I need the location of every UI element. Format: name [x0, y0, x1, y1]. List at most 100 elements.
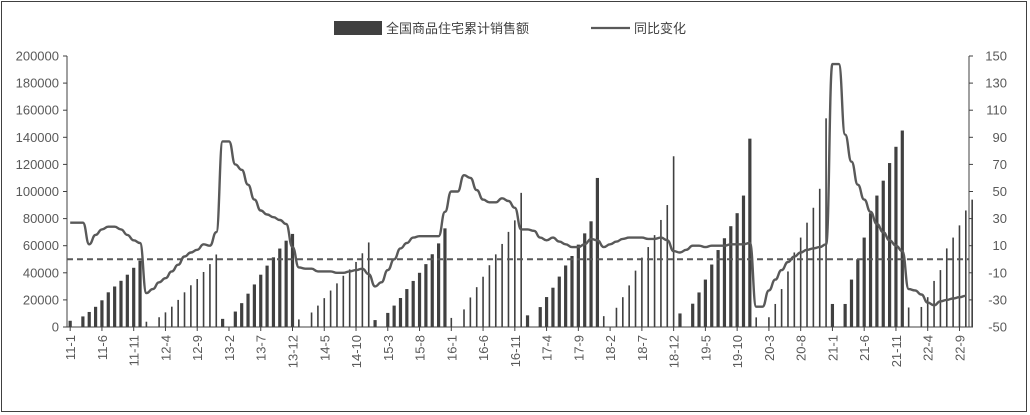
- bar: [933, 280, 935, 327]
- x-tick-label: 21-11: [889, 335, 904, 367]
- bar: [589, 221, 593, 327]
- bar: [666, 205, 669, 327]
- bar: [336, 283, 338, 327]
- bar: [818, 188, 821, 327]
- y-right-tick-label: 90: [993, 130, 1007, 145]
- bar: [525, 315, 530, 327]
- bar: [392, 305, 396, 327]
- bar: [660, 219, 662, 327]
- x-tick-label: 14-5: [317, 335, 332, 361]
- bar: [278, 248, 282, 327]
- x-tick-label: 12-9: [190, 335, 205, 361]
- bar: [697, 292, 701, 327]
- bar: [939, 270, 942, 327]
- bar: [907, 307, 910, 327]
- bar: [722, 238, 727, 327]
- bar: [881, 180, 885, 327]
- bar: [361, 253, 364, 327]
- bar: [106, 292, 110, 327]
- bar: [323, 298, 326, 327]
- bar: [716, 250, 720, 327]
- bar: [209, 264, 211, 327]
- bar: [177, 299, 179, 327]
- x-tick-label: 11-6: [95, 335, 110, 360]
- y-axis-right: -50 -30 -10 10 30 50 70 90 110 130 150: [969, 49, 1007, 335]
- bar: [68, 320, 72, 327]
- y-right-tick-label: -10: [988, 265, 1007, 280]
- y-left-tick-label: 20000: [23, 292, 59, 307]
- y-left-tick-label: 160000: [16, 103, 59, 118]
- bar: [196, 279, 199, 327]
- x-tick-label: 19-10: [730, 335, 745, 368]
- x-tick-label: 22-9: [953, 335, 968, 361]
- x-tick-label: 12-4: [159, 335, 174, 361]
- bar: [265, 265, 269, 327]
- x-tick-label: 16-6: [476, 335, 491, 361]
- bar: [405, 289, 409, 327]
- bar: [806, 222, 808, 327]
- bar: [920, 306, 923, 327]
- bar: [793, 252, 796, 327]
- bar: [190, 285, 192, 327]
- x-tick-label: 18-12: [667, 335, 682, 368]
- x-tick-label: 11-11: [127, 335, 142, 366]
- y-right-tick-label: -30: [988, 292, 1007, 307]
- bar: [329, 290, 332, 327]
- bar: [113, 286, 117, 327]
- bar: [424, 264, 428, 327]
- bar: [748, 138, 752, 327]
- bar: [507, 231, 510, 327]
- bar: [436, 243, 441, 327]
- bar: [544, 297, 549, 327]
- bar: [595, 177, 600, 327]
- bar: [799, 237, 802, 327]
- bar: [868, 213, 873, 327]
- bar: [602, 316, 605, 327]
- bar: [958, 225, 961, 327]
- bar: [729, 226, 733, 327]
- x-tick-label: 16-1: [444, 335, 459, 361]
- bar: [411, 280, 415, 327]
- bar: [755, 317, 758, 327]
- y-right-tick-label: 30: [993, 211, 1007, 226]
- y-right-tick-label: 110: [986, 103, 1007, 118]
- bar: [482, 276, 484, 327]
- bar: [202, 271, 205, 327]
- legend-label-line: 同比变化: [634, 21, 686, 37]
- x-tick-label: 20-8: [794, 335, 809, 361]
- bar: [87, 311, 91, 327]
- x-tick-label: 16-11: [508, 335, 523, 367]
- x-tick-label: 18-2: [603, 335, 618, 361]
- legend-label-bar: 全国商品住宅累计销售额: [386, 21, 529, 37]
- bar: [252, 284, 256, 327]
- bar: [100, 300, 104, 327]
- bar: [183, 292, 186, 327]
- chart-legend: 全国商品住宅累计销售额 同比变化: [334, 21, 686, 37]
- bar: [398, 298, 403, 327]
- x-axis: 11-1 11-6 11-11 12-4 12-9 13-2 13-7 13-12 14-5 14…: [63, 327, 968, 368]
- bar: [965, 210, 967, 327]
- bar: [290, 233, 295, 327]
- bar: [494, 254, 497, 327]
- bar: [145, 321, 148, 327]
- bar: [691, 303, 695, 327]
- bar: [926, 297, 929, 327]
- bar: [741, 195, 746, 327]
- y-right-tick-label: 70: [993, 157, 1007, 172]
- x-tick-label: 18-7: [635, 335, 650, 361]
- bar: [164, 312, 167, 327]
- bar: [119, 280, 123, 327]
- bar: [373, 320, 377, 327]
- bar: [443, 228, 447, 327]
- bar: [557, 276, 561, 327]
- bar: [215, 254, 218, 327]
- bar: [887, 163, 892, 327]
- bar: [647, 247, 650, 327]
- y-left-tick-label: 0: [52, 320, 59, 335]
- bar: [812, 207, 815, 327]
- y-axis-left: 0 20000 40000 60000 80000 100000 120000 140000 1…: [16, 49, 67, 335]
- bar: [862, 237, 866, 327]
- y-right-tick-label: 50: [993, 184, 1007, 199]
- bar: [615, 307, 618, 327]
- x-tick-label: 21-1: [825, 335, 840, 361]
